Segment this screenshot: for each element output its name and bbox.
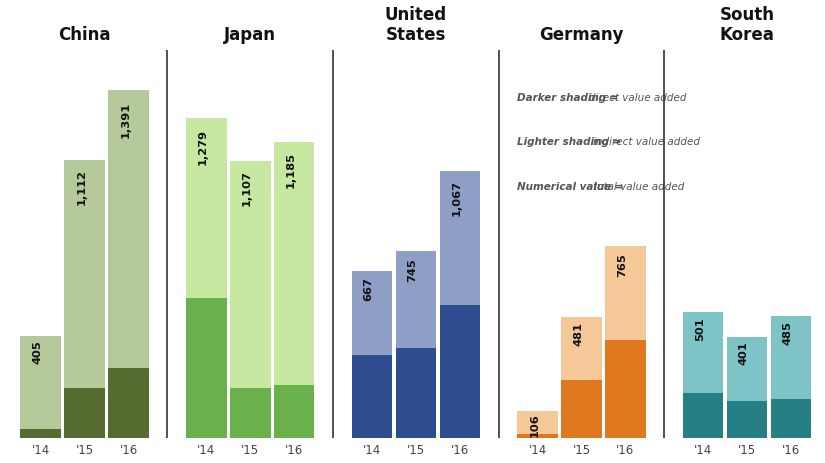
Text: 745: 745 <box>408 257 417 281</box>
Bar <box>230 388 271 438</box>
Bar <box>274 385 314 438</box>
Bar <box>21 429 61 438</box>
Bar <box>517 434 558 438</box>
Bar <box>771 317 811 399</box>
Text: United
States: United States <box>384 6 447 44</box>
Bar <box>440 172 480 306</box>
Text: 667: 667 <box>364 276 374 300</box>
Text: 485: 485 <box>783 320 793 344</box>
Text: Lighter shading =: Lighter shading = <box>517 137 625 147</box>
Text: 106: 106 <box>530 412 540 436</box>
Bar <box>108 91 148 368</box>
Bar <box>108 368 148 438</box>
Bar <box>561 318 601 380</box>
Text: South
Korea: South Korea <box>719 6 775 44</box>
Text: 401: 401 <box>739 341 749 364</box>
Text: 481: 481 <box>573 321 583 345</box>
Bar <box>396 348 436 438</box>
Text: Lighter shading = indirect value added: Lighter shading = indirect value added <box>517 137 720 147</box>
Text: Numerical value = total value added: Numerical value = total value added <box>517 181 709 192</box>
Text: China: China <box>59 25 111 44</box>
Bar <box>64 161 105 388</box>
Bar <box>186 298 227 438</box>
Text: 1,391: 1,391 <box>120 101 130 138</box>
Text: Numerical value =: Numerical value = <box>517 181 628 192</box>
Bar <box>351 271 392 355</box>
Bar <box>440 306 480 438</box>
Bar <box>727 401 767 438</box>
Bar <box>561 380 601 438</box>
Text: Germany: Germany <box>540 25 624 44</box>
Text: 765: 765 <box>617 253 627 276</box>
Bar <box>606 340 646 438</box>
Bar <box>771 399 811 438</box>
Text: 1,067: 1,067 <box>451 180 461 216</box>
Text: Darker shading =: Darker shading = <box>517 93 622 103</box>
Bar <box>517 411 558 434</box>
Bar <box>186 119 227 298</box>
Text: 1,112: 1,112 <box>77 169 87 205</box>
Bar <box>683 393 724 438</box>
Text: Japan: Japan <box>224 25 276 44</box>
Bar <box>64 388 105 438</box>
Text: 405: 405 <box>32 340 43 363</box>
Text: indirect value added: indirect value added <box>592 137 700 147</box>
Text: direct value added: direct value added <box>588 93 686 103</box>
Text: 1,279: 1,279 <box>198 128 208 164</box>
Bar <box>21 337 61 429</box>
Bar <box>727 338 767 401</box>
Text: 501: 501 <box>695 317 705 340</box>
Text: total value added: total value added <box>592 181 684 192</box>
Text: 1,185: 1,185 <box>286 151 296 187</box>
Text: 1,107: 1,107 <box>242 170 252 206</box>
Text: Darker shading = direct value added: Darker shading = direct value added <box>517 93 710 103</box>
Bar <box>396 252 436 348</box>
Bar <box>274 142 314 385</box>
Bar <box>683 313 724 393</box>
Bar <box>606 247 646 340</box>
Bar <box>230 162 271 388</box>
Bar <box>351 355 392 438</box>
